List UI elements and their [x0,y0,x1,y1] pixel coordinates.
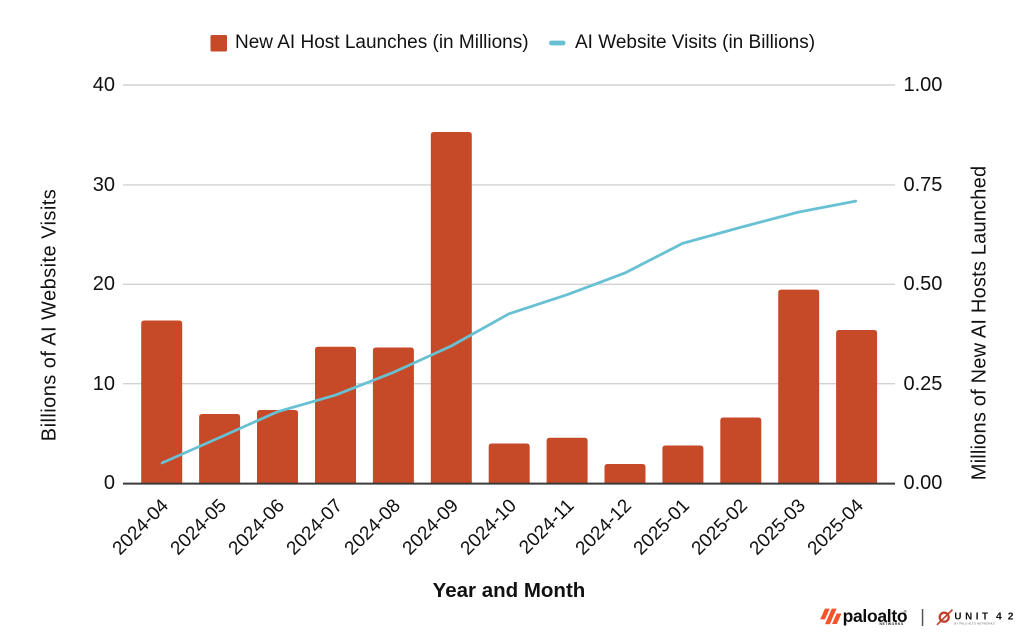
svg-text:NETWORKS: NETWORKS [880,622,904,626]
svg-text:paloalto: paloalto [843,606,908,626]
svg-text:UNIT: UNIT [954,612,991,623]
svg-text:42: 42 [996,612,1019,623]
svg-text:®: ® [904,608,908,614]
svg-text:BY PALO ALTO NETWORKS: BY PALO ALTO NETWORKS [954,622,995,626]
